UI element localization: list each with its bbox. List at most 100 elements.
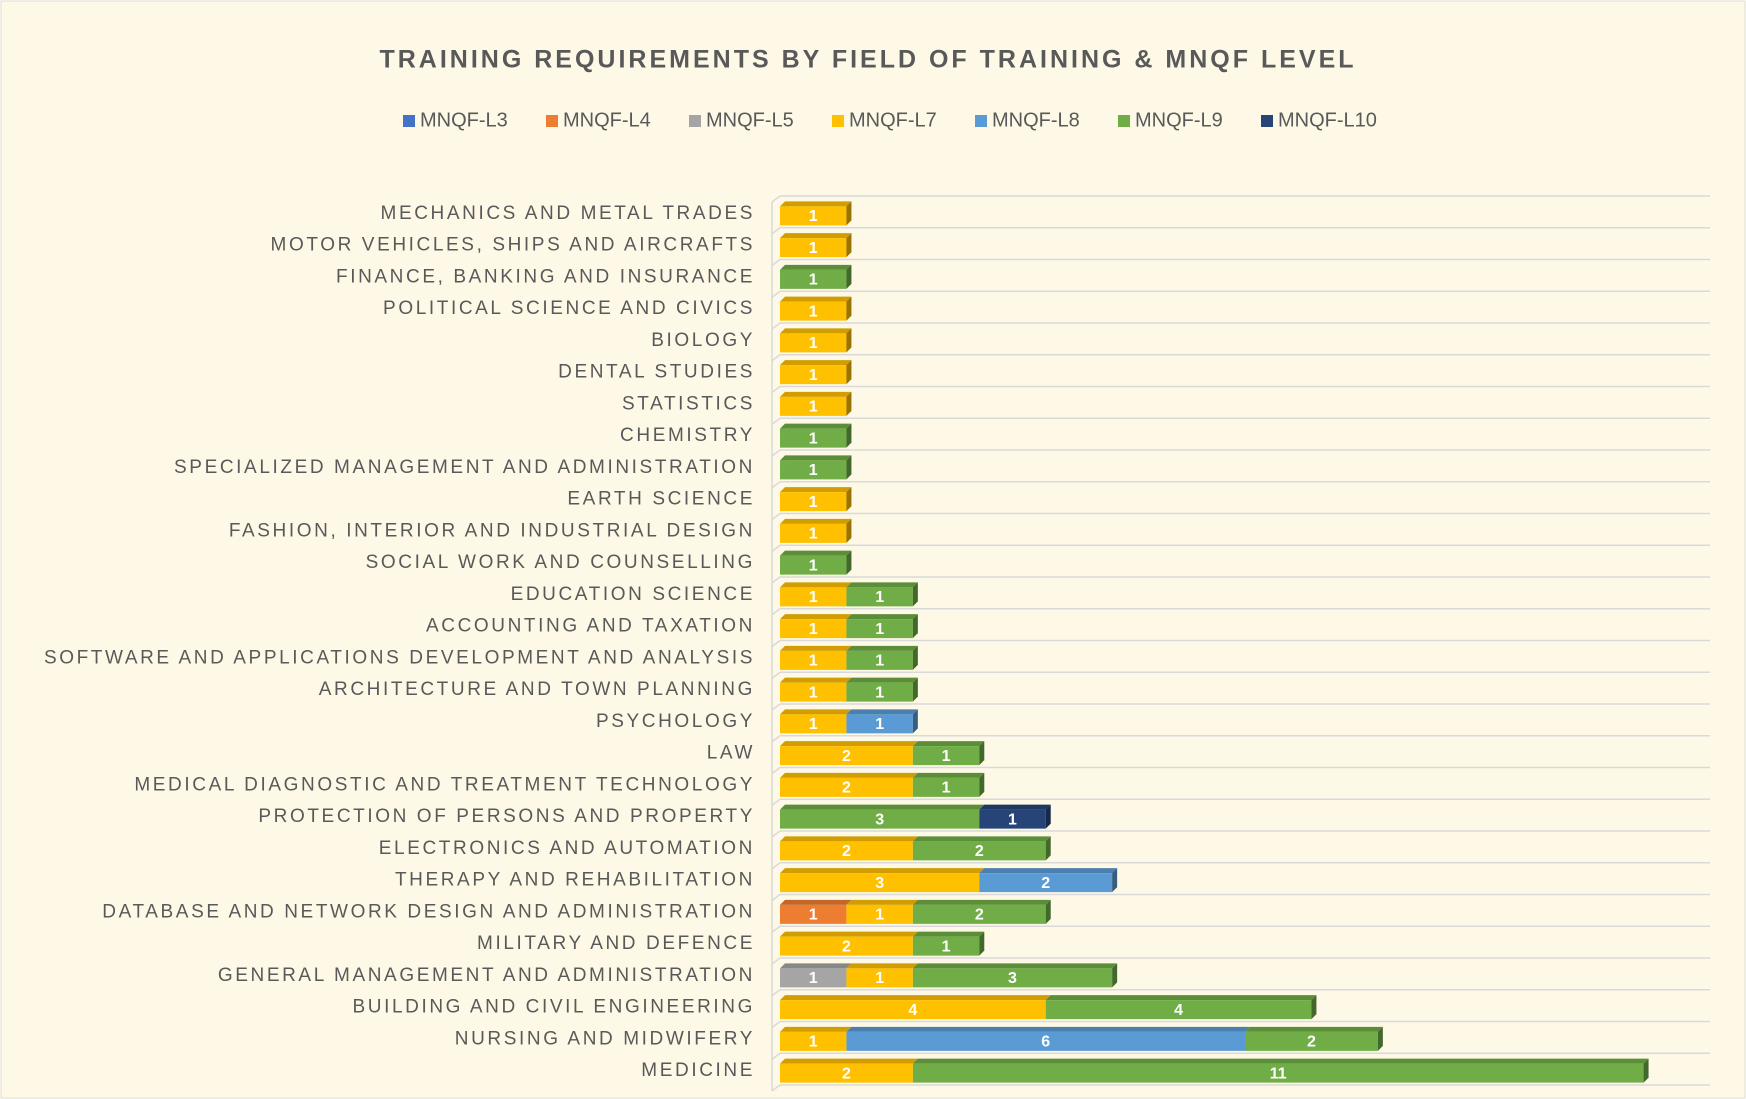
bar (846, 1031, 1245, 1051)
category-label: GENERAL MANAGEMENT AND ADMINISTRATION (218, 965, 755, 986)
bar-top (979, 804, 1051, 810)
bar (780, 746, 913, 766)
category-label: THERAPY AND REHABILITATION (395, 870, 755, 891)
value-label: 1 (875, 716, 884, 733)
value-label: 1 (809, 430, 818, 447)
category-label: EDUCATION SCIENCE (511, 584, 755, 605)
bar (912, 1063, 1644, 1083)
bar-top (979, 868, 1118, 874)
bar (846, 650, 913, 670)
bar-side (912, 582, 918, 607)
bar (912, 904, 1046, 924)
legend-label: MNQF-L9 (1135, 109, 1223, 131)
category-label: DATABASE AND NETWORK DESIGN AND ADMINIST… (102, 901, 755, 922)
bar (912, 841, 1046, 861)
bar-top (846, 614, 918, 620)
value-label: 1 (809, 716, 818, 733)
row-line-slant (771, 893, 781, 902)
row-line-slant (771, 671, 781, 679)
bar-top (912, 963, 1118, 969)
value-label: 1 (809, 303, 818, 320)
category-label: LAW (707, 743, 755, 764)
legend-swatch (1261, 115, 1273, 127)
value-label: 1 (942, 938, 951, 955)
bar-top (780, 741, 918, 747)
bar-top (780, 645, 852, 651)
row-line-slant (771, 258, 781, 267)
category-label: MECHANICS AND METAL TRADES (381, 203, 755, 224)
bar (1045, 1000, 1312, 1020)
category-label: NURSING AND MIDWIFERY (455, 1028, 755, 1049)
row-line-slant (771, 798, 781, 806)
bar-top (912, 931, 985, 937)
bar-top (780, 455, 852, 461)
bar-side (846, 550, 852, 575)
category-label: MOTOR VEHICLES, SHIPS AND AIRCRAFTS (271, 235, 755, 256)
value-label: 1 (809, 462, 818, 479)
value-label: 2 (842, 748, 851, 765)
bar-top (846, 1026, 1250, 1032)
value-label: 1 (809, 970, 818, 987)
bar (780, 396, 847, 416)
value-label: 2 (842, 938, 851, 955)
value-label: 3 (875, 811, 884, 828)
bar (912, 968, 1113, 988)
bar-side (846, 328, 852, 353)
bar-side (912, 614, 918, 639)
bar (780, 809, 980, 829)
bar-top (780, 836, 918, 842)
bar (846, 682, 913, 702)
bar (780, 968, 847, 988)
bar-top (780, 328, 852, 334)
bar (846, 968, 913, 988)
row-line-slant (771, 195, 781, 203)
category-label: MILITARY AND DEFENCE (477, 933, 755, 954)
bar-top (780, 550, 852, 556)
bar-side (1045, 804, 1051, 829)
bar (780, 904, 847, 924)
category-label: DENTAL STUDIES (558, 362, 755, 383)
bar-top (846, 899, 918, 905)
bar-top (912, 1058, 1649, 1064)
row-line-slant (771, 290, 781, 298)
bar-side (912, 677, 918, 702)
bar (912, 936, 980, 956)
value-label: 1 (809, 494, 818, 511)
bar (780, 587, 847, 607)
value-label: 1 (809, 1034, 818, 1051)
bar (780, 936, 913, 956)
bar-side (846, 233, 852, 258)
row-line-slant (771, 544, 781, 552)
bar-side (912, 709, 918, 734)
bar (780, 523, 847, 543)
bar (780, 492, 847, 512)
bar (846, 714, 913, 734)
row-line-slant (771, 862, 781, 870)
bar-top (780, 360, 852, 366)
bar-top (780, 1058, 918, 1064)
bar-top (780, 995, 1051, 1001)
bar-top (780, 772, 918, 778)
legend-label: MNQF-L7 (849, 109, 937, 131)
bar (780, 619, 847, 639)
bar-side (912, 645, 918, 670)
row-line-slant (771, 1052, 781, 1060)
category-label: BIOLOGY (651, 330, 755, 351)
row-line-slant (771, 1084, 781, 1092)
legend-swatch (689, 115, 701, 127)
bar-side (846, 423, 852, 448)
value-label: 1 (809, 399, 818, 416)
bar (780, 428, 847, 448)
value-label: 1 (875, 621, 884, 638)
row-line-slant (771, 385, 781, 394)
row-line-slant (771, 481, 781, 489)
legend-label: MNQF-L8 (992, 109, 1080, 131)
category-label: MEDICAL DIAGNOSTIC AND TREATMENT TECHNOL… (134, 774, 755, 795)
value-label: 1 (875, 653, 884, 670)
category-label: SOCIAL WORK AND COUNSELLING (366, 552, 755, 573)
legend-swatch (546, 115, 558, 127)
row-line-slant (771, 576, 781, 584)
category-label: ARCHITECTURE AND TOWN PLANNING (319, 679, 755, 700)
category-label: BUILDING AND CIVIL ENGINEERING (353, 997, 755, 1018)
